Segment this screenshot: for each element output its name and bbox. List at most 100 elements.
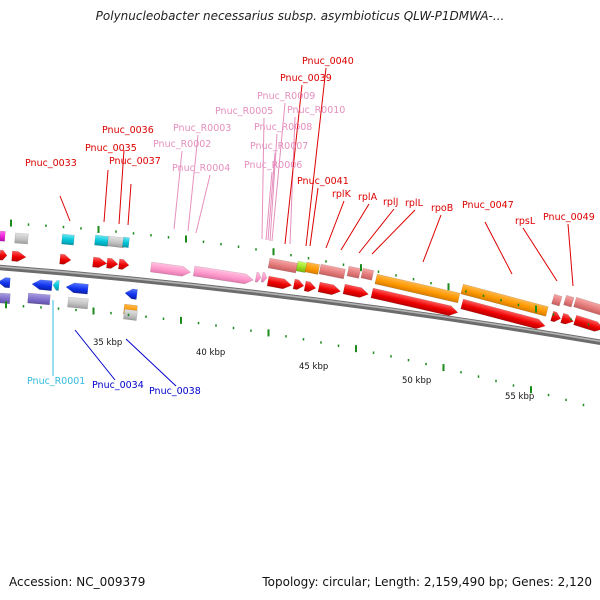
scale-label-50kbp: 50 kbp	[402, 376, 431, 386]
gene-label-rplA[interactable]: rplA	[358, 192, 378, 203]
gene-label-Pnuc_0036[interactable]: Pnuc_0036	[102, 125, 154, 136]
leader-line-Pnuc_R0010	[289, 116, 296, 245]
trna-feature[interactable]	[94, 234, 109, 247]
cds-forward[interactable]	[118, 258, 130, 270]
purple-feature[interactable]	[27, 292, 51, 306]
cds-reverse[interactable]	[0, 277, 11, 289]
gene-label-Pnuc_R0010[interactable]: Pnuc_R0010	[287, 105, 345, 116]
gene-label-Pnuc_0040[interactable]: Pnuc_0040	[302, 56, 354, 67]
minor-tick	[512, 384, 515, 387]
gene-label-Pnuc_0038[interactable]: Pnuc_0038	[149, 386, 201, 397]
gray-feature[interactable]	[67, 296, 89, 310]
gene-label-Pnuc_R0002[interactable]: Pnuc_R0002	[153, 139, 211, 150]
salmon-feature[interactable]	[267, 257, 298, 274]
minor-tick	[132, 232, 135, 235]
rrna-forward[interactable]	[150, 261, 192, 277]
gray-feature[interactable]	[0, 292, 11, 304]
rrna-forward[interactable]	[260, 271, 268, 283]
cds-reverse[interactable]	[124, 288, 138, 300]
gray-feature[interactable]	[14, 232, 29, 245]
major-tick	[272, 248, 275, 256]
cds-forward[interactable]	[0, 249, 8, 261]
topology-summary: Topology: circular; Length: 2,159,490 bp…	[262, 575, 592, 589]
cds-forward[interactable]	[292, 278, 305, 291]
trna-feature[interactable]	[122, 236, 130, 248]
cds-forward[interactable]	[92, 256, 108, 268]
major-tick	[10, 219, 12, 227]
gray-feature[interactable]	[123, 308, 138, 321]
cds-forward[interactable]	[550, 310, 563, 323]
gene-label-Pnuc_0035[interactable]: Pnuc_0035	[85, 143, 137, 154]
cds-forward[interactable]	[317, 281, 342, 296]
minor-tick	[302, 338, 305, 341]
gene-label-Pnuc_R0007[interactable]: Pnuc_R0007	[250, 141, 308, 152]
minor-tick	[22, 305, 25, 308]
leader-line-rplA	[340, 203, 370, 251]
major-tick	[447, 283, 450, 291]
leader-line-rpoB	[422, 214, 442, 263]
gene-label-Pnuc_R0003[interactable]: Pnuc_R0003	[173, 123, 231, 134]
cds-forward[interactable]	[560, 312, 575, 326]
gene-label-Pnuc_R0001[interactable]: Pnuc_R0001	[27, 376, 85, 387]
gray-feature[interactable]	[107, 235, 125, 249]
gene-label-rplK[interactable]: rplK	[332, 189, 352, 200]
gene-label-rplL[interactable]: rplL	[405, 198, 424, 209]
salmon-feature[interactable]	[346, 265, 362, 279]
pink-feature[interactable]	[0, 230, 6, 242]
cds-reverse[interactable]	[31, 279, 53, 291]
trna-feature[interactable]	[61, 233, 75, 246]
orange-feature[interactable]	[374, 273, 461, 304]
salmon-feature[interactable]	[563, 294, 575, 308]
gene-label-Pnuc_0049[interactable]: Pnuc_0049	[543, 212, 595, 223]
gene-label-rpoB[interactable]: rpoB	[431, 203, 453, 214]
cds-forward[interactable]	[11, 250, 27, 262]
gene-label-rpsL[interactable]: rpsL	[515, 216, 536, 227]
gene-label-Pnuc_0037[interactable]: Pnuc_0037	[109, 156, 161, 167]
leader-line-Pnuc_R0005	[261, 117, 265, 240]
gene-label-Pnuc_0041[interactable]: Pnuc_0041	[297, 176, 349, 187]
gene-label-Pnuc_0047[interactable]: Pnuc_0047	[462, 200, 514, 211]
minor-tick	[425, 362, 427, 366]
salmon-feature[interactable]	[551, 293, 563, 307]
orange-feature[interactable]	[460, 283, 549, 317]
leader-line-Pnuc_0040	[305, 67, 327, 247]
cds-forward[interactable]	[460, 298, 547, 331]
major-tick	[5, 301, 7, 309]
gene-label-Pnuc_R0009[interactable]: Pnuc_R0009	[257, 91, 315, 102]
gene-label-Pnuc_0034[interactable]: Pnuc_0034	[92, 380, 144, 391]
gene-label-Pnuc_R0005[interactable]: Pnuc_R0005	[215, 106, 273, 117]
cds-forward[interactable]	[266, 275, 293, 290]
minor-tick	[167, 236, 170, 239]
rrna-forward[interactable]	[254, 271, 262, 283]
minor-tick	[255, 248, 257, 251]
gene-label-Pnuc_0039[interactable]: Pnuc_0039	[280, 73, 332, 84]
minor-tick	[27, 223, 30, 226]
rrna-forward[interactable]	[192, 265, 254, 285]
gene-label-rplJ[interactable]: rplJ	[383, 197, 398, 208]
orange-feature[interactable]	[304, 261, 321, 275]
cds-forward[interactable]	[106, 257, 119, 269]
minor-tick	[582, 403, 585, 407]
salmon-feature[interactable]	[360, 267, 375, 281]
cds-forward[interactable]	[59, 253, 72, 265]
gene-label-Pnuc_R0004[interactable]: Pnuc_R0004	[172, 163, 230, 174]
gene-label-Pnuc_0033[interactable]: Pnuc_0033	[25, 158, 77, 169]
salmon-feature[interactable]	[573, 296, 600, 317]
cds-reverse[interactable]	[65, 282, 89, 295]
minor-tick	[337, 344, 340, 347]
green-feature[interactable]	[295, 260, 308, 273]
cds-forward[interactable]	[370, 287, 459, 317]
gene-label-Pnuc_R0006[interactable]: Pnuc_R0006	[244, 160, 302, 171]
leader-line-Pnuc_R0008	[269, 133, 278, 242]
minor-tick	[237, 245, 240, 248]
gene-label-Pnuc_R0008[interactable]: Pnuc_R0008	[254, 122, 312, 133]
major-tick	[535, 305, 537, 313]
minor-tick	[162, 317, 165, 320]
leader-line-Pnuc_R0009	[271, 102, 286, 242]
cds-forward[interactable]	[573, 314, 600, 333]
major-tick	[530, 386, 532, 394]
salmon-feature[interactable]	[318, 263, 346, 280]
cds-forward[interactable]	[342, 283, 370, 299]
cds-forward[interactable]	[303, 280, 317, 293]
trna-feature[interactable]	[52, 280, 60, 291]
